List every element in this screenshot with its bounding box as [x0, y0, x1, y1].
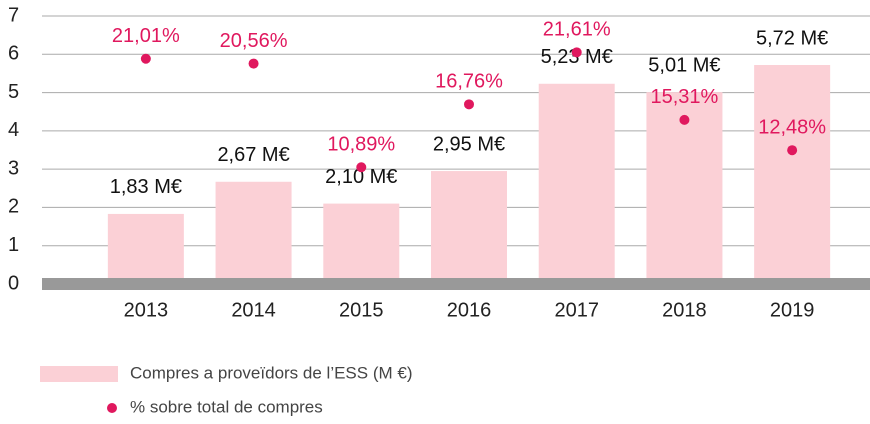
- y-tick-label: 2: [8, 196, 19, 218]
- legend-swatch: [40, 366, 118, 382]
- bar: [323, 203, 400, 284]
- bar: [215, 181, 292, 284]
- y-tick-label: 3: [8, 157, 19, 179]
- dot-value-label: 12,48%: [758, 116, 826, 138]
- dot-value-label: 20,56%: [220, 30, 288, 52]
- dot: [248, 58, 259, 69]
- bar-value-label: 2,10 M€: [325, 166, 397, 188]
- legend-label: Compres a proveïdors de l’ESS (M €): [130, 363, 413, 382]
- x-tick-label: 2016: [447, 299, 492, 321]
- x-tick-label: 2014: [231, 299, 276, 321]
- y-tick-label: 4: [8, 119, 19, 141]
- dot: [679, 114, 690, 125]
- dot: [571, 47, 582, 58]
- legend-label: % sobre total de compres: [130, 397, 323, 416]
- dot-value-label: 16,76%: [435, 71, 503, 93]
- dot: [787, 145, 798, 156]
- dot-value-label: 21,01%: [112, 25, 180, 47]
- y-tick-label: 7: [8, 4, 19, 26]
- dot-value-label: 21,61%: [543, 19, 611, 41]
- bar: [431, 171, 507, 284]
- bar-value-label: 2,67 M€: [217, 144, 289, 166]
- x-tick-label: 2018: [662, 299, 707, 321]
- x-tick-label: 2015: [339, 299, 384, 321]
- y-tick-label: 5: [8, 81, 19, 103]
- bar-value-label: 2,95 M€: [433, 133, 505, 155]
- legend-swatch: [107, 403, 117, 413]
- y-tick-label: 6: [8, 43, 19, 65]
- dot-value-label: 15,31%: [651, 86, 719, 108]
- dot-value-label: 10,89%: [327, 134, 395, 156]
- baseline: [42, 278, 870, 290]
- dot: [356, 162, 367, 173]
- y-tick-label: 1: [8, 234, 19, 256]
- dot: [140, 53, 151, 64]
- y-tick-label: 0: [8, 272, 19, 294]
- x-tick-label: 2017: [554, 299, 599, 321]
- bar-value-label: 5,72 M€: [756, 27, 828, 49]
- bar: [107, 213, 184, 284]
- bar-value-label: 5,01 M€: [648, 54, 720, 76]
- dot: [464, 99, 474, 110]
- x-tick-label: 2019: [770, 299, 815, 321]
- bar: [538, 83, 615, 284]
- x-tick-label: 2013: [124, 299, 169, 321]
- bar: [754, 65, 831, 285]
- bar-value-label: 1,83 M€: [110, 176, 182, 198]
